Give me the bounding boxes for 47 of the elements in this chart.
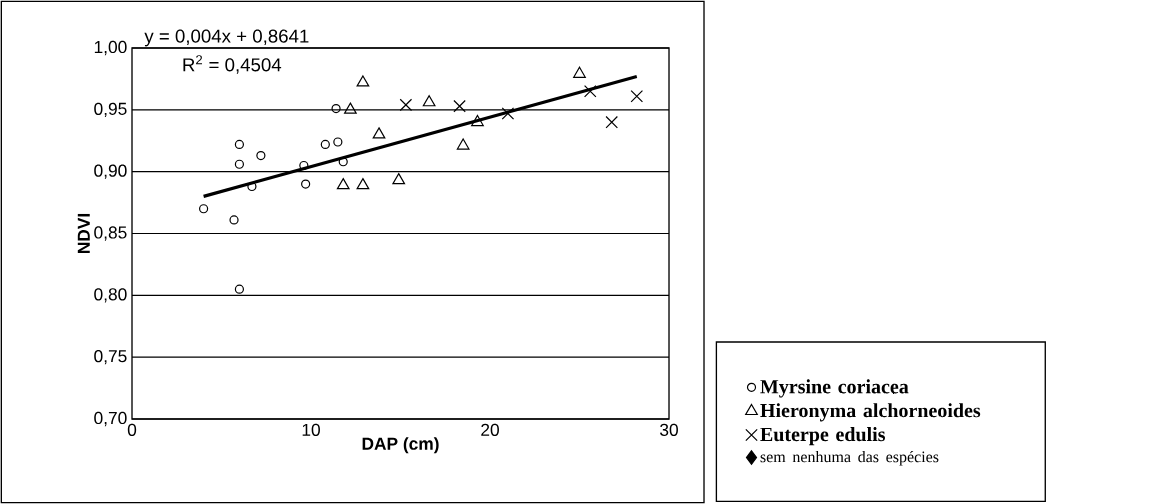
x-axis-title: DAP (cm) bbox=[362, 437, 439, 454]
point bbox=[336, 178, 350, 190]
point bbox=[256, 150, 266, 161]
point bbox=[399, 98, 413, 112]
point bbox=[456, 138, 470, 150]
point bbox=[338, 157, 348, 167]
point bbox=[422, 95, 436, 107]
legend-label: Myrsine coriacea bbox=[760, 379, 909, 398]
point bbox=[320, 139, 330, 150]
point bbox=[234, 284, 244, 294]
point bbox=[331, 104, 341, 114]
point bbox=[333, 137, 343, 147]
point bbox=[299, 160, 309, 171]
annotation: R$^{2}$ = 0,4504 bbox=[183, 55, 282, 74]
point bbox=[356, 75, 370, 87]
x-tick-label: 20 bbox=[481, 423, 499, 436]
legend-label: Euterpe edulis bbox=[760, 427, 886, 446]
point bbox=[471, 114, 484, 127]
point bbox=[392, 173, 406, 185]
y-tick-label: 0,80 bbox=[94, 288, 127, 303]
x-tick-label: 10 bbox=[302, 423, 320, 436]
y-tick-label: 0,90 bbox=[94, 164, 127, 179]
point bbox=[229, 215, 239, 225]
point bbox=[234, 159, 244, 169]
y-tick-label: 1,00 bbox=[94, 40, 127, 56]
x-tick-label: 0 bbox=[127, 423, 137, 436]
point bbox=[356, 178, 370, 190]
y-tick-label: 0,75 bbox=[94, 350, 127, 365]
x-tick-label: 30 bbox=[660, 423, 678, 436]
point bbox=[630, 89, 644, 103]
point bbox=[605, 115, 618, 129]
point bbox=[234, 139, 244, 150]
legend-label: Hieronyma alchorneoides bbox=[760, 403, 981, 422]
text: y = 0,004x + 0,8641 bbox=[144, 29, 309, 47]
y-axis-title: NDVI bbox=[77, 213, 90, 254]
y-tick-label: 0,95 bbox=[94, 102, 127, 117]
point bbox=[573, 66, 586, 78]
point bbox=[501, 107, 515, 120]
point bbox=[301, 179, 311, 189]
point bbox=[453, 99, 466, 113]
point bbox=[372, 127, 386, 139]
legend-label: sem nenhuma das espécies bbox=[760, 450, 939, 466]
point bbox=[583, 85, 597, 98]
y-tick-label: 0,85 bbox=[94, 226, 127, 241]
y-tick-label: 0,70 bbox=[94, 411, 127, 427]
point bbox=[344, 102, 357, 114]
point bbox=[199, 204, 209, 214]
